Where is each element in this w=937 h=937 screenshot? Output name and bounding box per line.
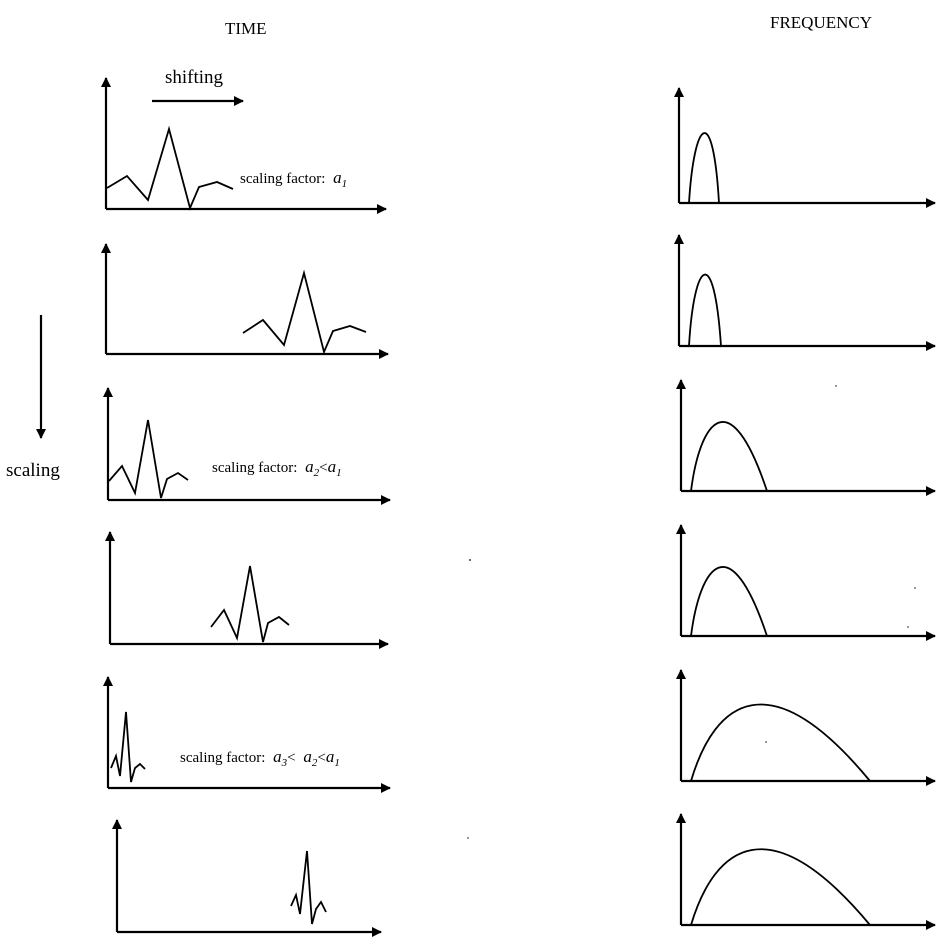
freq-panel-5: [676, 669, 936, 786]
spectrum-curve: [690, 703, 871, 782]
spectrum-curve: [688, 273, 722, 347]
time-panel-5: scaling factor: a3< a2<a1: [103, 676, 391, 793]
time-panel-4: [105, 531, 389, 649]
spectrum-curve: [690, 421, 768, 492]
spectrum-curve: [688, 132, 720, 204]
scan-speck: [765, 741, 767, 743]
freq-panel-1: [674, 87, 936, 208]
wavelet-signal: [106, 125, 234, 211]
time-panel-1: scaling factor: a1: [101, 77, 387, 214]
time-panel-3: scaling factor: a2<a1: [103, 387, 391, 505]
freq-panel-6: [676, 813, 936, 930]
time-header: TIME: [225, 19, 267, 38]
wavelet-signal: [290, 850, 327, 925]
wavelet-signal: [210, 565, 290, 643]
freq-panel-3: [676, 379, 936, 496]
scaling-label: scaling: [6, 460, 60, 481]
wavelet-signal: [242, 269, 367, 355]
time-panel-6: [112, 819, 382, 937]
freq-panel-4: [676, 524, 936, 641]
scan-speck: [469, 559, 471, 561]
scan-speck: [467, 837, 469, 839]
scaling-factor-label-1: scaling factor: a1: [240, 168, 347, 190]
wavelet-signal: [110, 711, 146, 783]
time-panel-2: [101, 243, 389, 359]
spectrum-curve: [690, 848, 871, 926]
scaling-factor-label-3: scaling factor: a3< a2<a1: [180, 747, 340, 769]
shifting-label: shifting: [165, 67, 224, 88]
scan-speck: [835, 385, 837, 387]
spectrum-curve: [690, 566, 768, 637]
scan-speck: [907, 626, 909, 628]
freq-panel-2: [674, 234, 936, 351]
wavelet-signal: [108, 419, 189, 499]
scaling-factor-label-2: scaling factor: a2<a1: [212, 457, 342, 479]
frequency-header: FREQUENCY: [770, 13, 872, 32]
scan-speck: [914, 587, 916, 589]
